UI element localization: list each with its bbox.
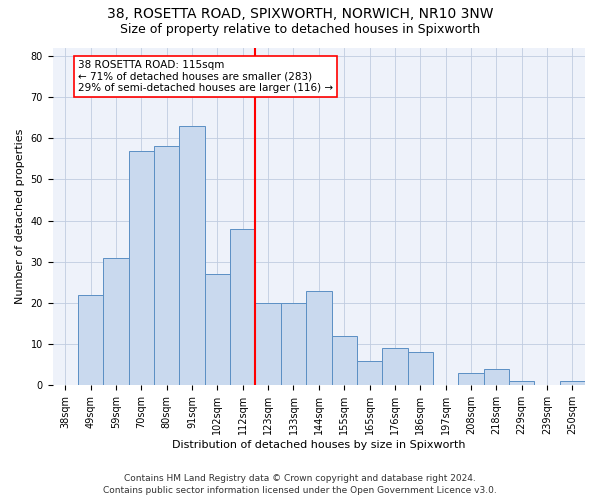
Bar [306, 290, 332, 386]
Text: Size of property relative to detached houses in Spixworth: Size of property relative to detached ho… [120, 22, 480, 36]
Bar [129, 150, 154, 386]
Bar [332, 336, 357, 386]
Bar [458, 373, 484, 386]
Bar [509, 381, 535, 386]
X-axis label: Distribution of detached houses by size in Spixworth: Distribution of detached houses by size … [172, 440, 466, 450]
Bar [357, 360, 382, 386]
Bar [382, 348, 407, 386]
Bar [205, 274, 230, 386]
Bar [179, 126, 205, 386]
Bar [407, 352, 433, 386]
Bar [484, 369, 509, 386]
Bar [103, 258, 129, 386]
Text: 38 ROSETTA ROAD: 115sqm
← 71% of detached houses are smaller (283)
29% of semi-d: 38 ROSETTA ROAD: 115sqm ← 71% of detache… [78, 60, 333, 93]
Bar [78, 294, 103, 386]
Bar [154, 146, 179, 386]
Y-axis label: Number of detached properties: Number of detached properties [15, 128, 25, 304]
Text: Contains HM Land Registry data © Crown copyright and database right 2024.
Contai: Contains HM Land Registry data © Crown c… [103, 474, 497, 495]
Bar [230, 229, 256, 386]
Text: 38, ROSETTA ROAD, SPIXWORTH, NORWICH, NR10 3NW: 38, ROSETTA ROAD, SPIXWORTH, NORWICH, NR… [107, 8, 493, 22]
Bar [560, 381, 585, 386]
Bar [256, 303, 281, 386]
Bar [281, 303, 306, 386]
